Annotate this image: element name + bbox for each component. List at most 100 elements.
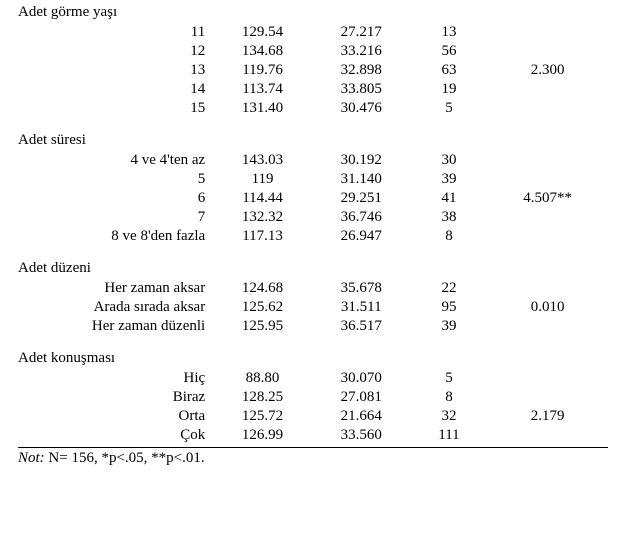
row-label: 11 bbox=[18, 23, 213, 42]
row-f bbox=[487, 279, 608, 298]
row-label: Çok bbox=[18, 426, 213, 445]
row-n: 56 bbox=[411, 42, 488, 61]
table-row: Hiç88.8030.0705 bbox=[18, 369, 608, 388]
row-label: Orta bbox=[18, 407, 213, 426]
row-label: Her zaman aksar bbox=[18, 279, 213, 298]
row-sd: 36.517 bbox=[312, 317, 411, 336]
row-n: 39 bbox=[411, 317, 488, 336]
row-f: 4.507** bbox=[487, 189, 608, 208]
row-n: 41 bbox=[411, 189, 488, 208]
row-sd: 27.217 bbox=[312, 23, 411, 42]
row-mean: 119.76 bbox=[213, 61, 312, 80]
row-n: 95 bbox=[411, 298, 488, 317]
table-row: Arada sırada aksar125.6231.511950.010 bbox=[18, 298, 608, 317]
row-label: Hiç bbox=[18, 369, 213, 388]
row-f bbox=[487, 170, 608, 189]
row-label: Arada sırada aksar bbox=[18, 298, 213, 317]
row-mean: 125.95 bbox=[213, 317, 312, 336]
row-mean: 126.99 bbox=[213, 426, 312, 445]
table-row: Biraz128.2527.0818 bbox=[18, 388, 608, 407]
row-n: 32 bbox=[411, 407, 488, 426]
row-n: 5 bbox=[411, 99, 488, 118]
row-mean: 124.68 bbox=[213, 279, 312, 298]
row-label: 7 bbox=[18, 208, 213, 227]
table-row: Her zaman düzenli125.9536.51739 bbox=[18, 317, 608, 336]
row-f bbox=[487, 42, 608, 61]
row-sd: 33.805 bbox=[312, 80, 411, 99]
row-mean: 125.72 bbox=[213, 407, 312, 426]
row-n: 39 bbox=[411, 170, 488, 189]
row-label: 12 bbox=[18, 42, 213, 61]
row-sd: 27.081 bbox=[312, 388, 411, 407]
table-row: 7132.3236.74638 bbox=[18, 208, 608, 227]
note-prefix: Not: bbox=[18, 450, 45, 466]
row-mean: 134.68 bbox=[213, 42, 312, 61]
row-sd: 30.192 bbox=[312, 151, 411, 170]
row-f: 2.300 bbox=[487, 61, 608, 80]
row-f bbox=[487, 151, 608, 170]
row-sd: 33.560 bbox=[312, 426, 411, 445]
row-n: 8 bbox=[411, 388, 488, 407]
data-table: 4 ve 4'ten az143.0330.19230511931.140396… bbox=[18, 151, 608, 246]
section-title: Adet süresi bbox=[18, 132, 608, 149]
table-row: 15131.4030.4765 bbox=[18, 99, 608, 118]
row-label: 15 bbox=[18, 99, 213, 118]
row-sd: 31.511 bbox=[312, 298, 411, 317]
row-mean: 88.80 bbox=[213, 369, 312, 388]
row-sd: 29.251 bbox=[312, 189, 411, 208]
row-mean: 114.44 bbox=[213, 189, 312, 208]
row-mean: 132.32 bbox=[213, 208, 312, 227]
row-f bbox=[487, 227, 608, 246]
row-n: 63 bbox=[411, 61, 488, 80]
row-sd: 35.678 bbox=[312, 279, 411, 298]
row-sd: 33.216 bbox=[312, 42, 411, 61]
row-n: 13 bbox=[411, 23, 488, 42]
row-sd: 36.746 bbox=[312, 208, 411, 227]
row-f: 2.179 bbox=[487, 407, 608, 426]
data-table: Hiç88.8030.0705Biraz128.2527.0818Orta125… bbox=[18, 369, 608, 445]
table-row: 511931.14039 bbox=[18, 170, 608, 189]
row-mean: 129.54 bbox=[213, 23, 312, 42]
row-mean: 113.74 bbox=[213, 80, 312, 99]
section-spacer bbox=[18, 246, 608, 260]
section-title: Adet görme yaşı bbox=[18, 4, 608, 21]
table-row: 11129.5427.21713 bbox=[18, 23, 608, 42]
row-f bbox=[487, 317, 608, 336]
row-n: 19 bbox=[411, 80, 488, 99]
section-title: Adet düzeni bbox=[18, 260, 608, 277]
table-container: Adet görme yaşı11129.5427.2171312134.683… bbox=[18, 4, 608, 467]
row-mean: 125.62 bbox=[213, 298, 312, 317]
row-n: 111 bbox=[411, 426, 488, 445]
row-mean: 119 bbox=[213, 170, 312, 189]
row-f bbox=[487, 369, 608, 388]
row-n: 22 bbox=[411, 279, 488, 298]
row-sd: 32.898 bbox=[312, 61, 411, 80]
row-mean: 131.40 bbox=[213, 99, 312, 118]
row-f bbox=[487, 208, 608, 227]
table-row: 8 ve 8'den fazla117.1326.9478 bbox=[18, 227, 608, 246]
row-label: 13 bbox=[18, 61, 213, 80]
row-label: 5 bbox=[18, 170, 213, 189]
section-spacer bbox=[18, 336, 608, 350]
row-sd: 21.664 bbox=[312, 407, 411, 426]
table-note: Not: N= 156, *p<.05, **p<.01. bbox=[18, 450, 608, 467]
row-mean: 117.13 bbox=[213, 227, 312, 246]
table-row: Çok126.9933.560111 bbox=[18, 426, 608, 445]
row-mean: 143.03 bbox=[213, 151, 312, 170]
row-f bbox=[487, 23, 608, 42]
section-title: Adet konuşması bbox=[18, 350, 608, 367]
row-f bbox=[487, 99, 608, 118]
row-label: Her zaman düzenli bbox=[18, 317, 213, 336]
bottom-rule bbox=[18, 447, 608, 448]
row-n: 8 bbox=[411, 227, 488, 246]
row-label: Biraz bbox=[18, 388, 213, 407]
table-row: Her zaman aksar124.6835.67822 bbox=[18, 279, 608, 298]
table-row: Orta125.7221.664322.179 bbox=[18, 407, 608, 426]
row-label: 4 ve 4'ten az bbox=[18, 151, 213, 170]
row-label: 8 ve 8'den fazla bbox=[18, 227, 213, 246]
row-sd: 26.947 bbox=[312, 227, 411, 246]
row-label: 14 bbox=[18, 80, 213, 99]
row-sd: 31.140 bbox=[312, 170, 411, 189]
row-f bbox=[487, 426, 608, 445]
row-mean: 128.25 bbox=[213, 388, 312, 407]
